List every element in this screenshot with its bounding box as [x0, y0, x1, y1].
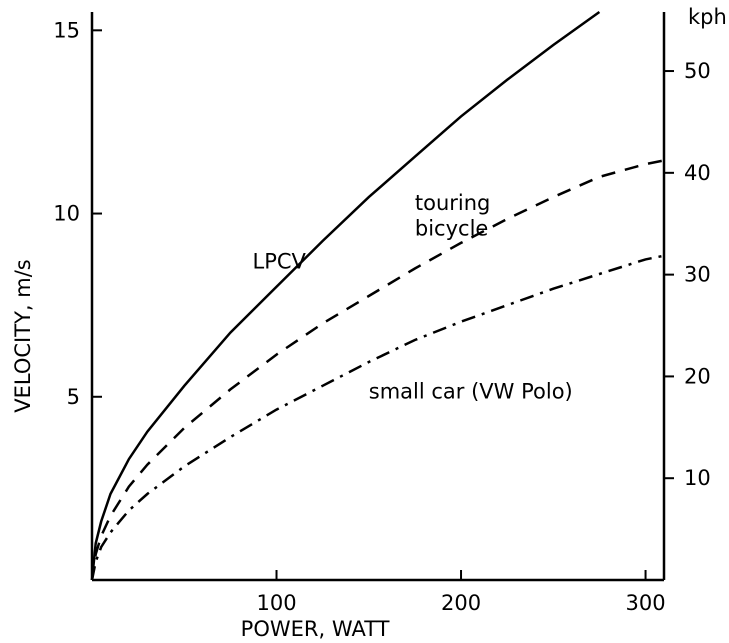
- series-line-1: [90, 10, 601, 581]
- plot-frame: [90, 12, 666, 582]
- x-tick-label: 200: [441, 591, 481, 615]
- y2-tick-label: 30: [684, 263, 711, 287]
- series-annotation: LPCV: [253, 250, 307, 274]
- y-tick-label: 5: [67, 385, 80, 409]
- series-line-3: [90, 254, 665, 581]
- x-axis-title: POWER, WATT: [241, 617, 390, 641]
- series-annotation: touring: [415, 191, 491, 215]
- series-annotation: small car (VW Polo): [369, 380, 573, 404]
- ticks-layer: 100 200 300 5 10 15 10 20 30 40 50: [53, 18, 710, 615]
- series-line-2: [90, 159, 665, 581]
- series-annotation: bicycle: [415, 217, 488, 241]
- y2-tick-label: 20: [684, 364, 711, 388]
- x-tick-label: 100: [256, 591, 296, 615]
- y2-tick-label: 40: [684, 161, 711, 185]
- y2-tick-label: 10: [684, 466, 711, 490]
- x-tick-label: 300: [626, 591, 666, 615]
- series-layer: [90, 10, 665, 581]
- y-tick-label: 15: [53, 18, 80, 42]
- y2-axis-unit-label: kph: [688, 5, 727, 29]
- y-axis-title: VELOCITY, m/s: [11, 259, 35, 412]
- y-tick-label: 10: [53, 202, 80, 226]
- y2-tick-label: 50: [684, 59, 711, 83]
